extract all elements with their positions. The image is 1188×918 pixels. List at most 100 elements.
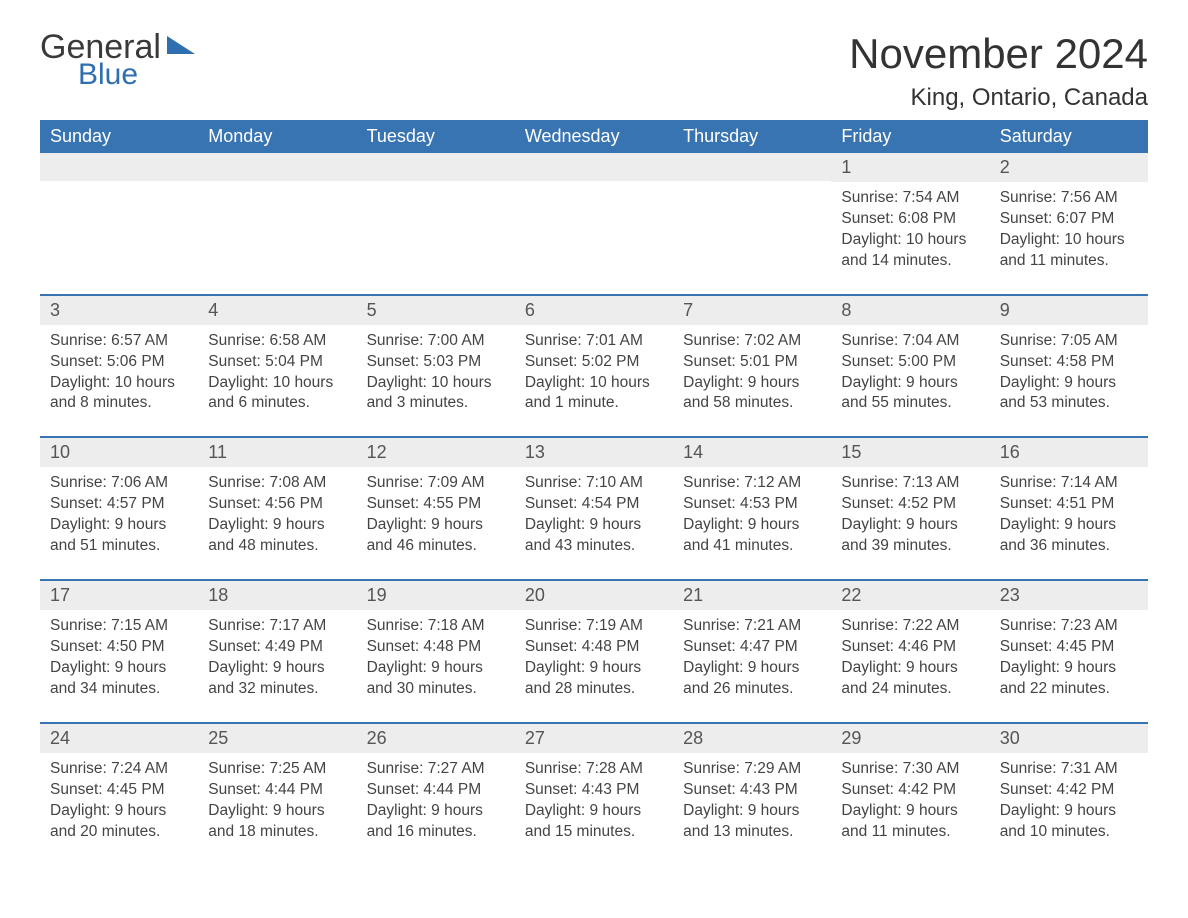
sunset-line: Sunset: 4:48 PM bbox=[525, 637, 663, 658]
sunset-line: Sunset: 4:44 PM bbox=[208, 780, 346, 801]
daylight-line: Daylight: 9 hours and 53 minutes. bbox=[1000, 373, 1138, 415]
title-block: November 2024 King, Ontario, Canada bbox=[849, 30, 1148, 112]
calendar-week-row: 10Sunrise: 7:06 AMSunset: 4:57 PMDayligh… bbox=[40, 437, 1148, 580]
calendar-day-cell: 3Sunrise: 6:57 AMSunset: 5:06 PMDaylight… bbox=[40, 295, 198, 438]
calendar-day-cell: 28Sunrise: 7:29 AMSunset: 4:43 PMDayligh… bbox=[673, 723, 831, 865]
day-number: 13 bbox=[515, 438, 673, 467]
calendar-day-cell: 1Sunrise: 7:54 AMSunset: 6:08 PMDaylight… bbox=[831, 153, 989, 295]
weekday-header: Friday bbox=[831, 120, 989, 153]
day-number: 21 bbox=[673, 581, 831, 610]
sunset-line: Sunset: 4:50 PM bbox=[50, 637, 188, 658]
daylight-line: Daylight: 9 hours and 22 minutes. bbox=[1000, 658, 1138, 700]
calendar-day-cell: 11Sunrise: 7:08 AMSunset: 4:56 PMDayligh… bbox=[198, 437, 356, 580]
day-number: 8 bbox=[831, 296, 989, 325]
calendar-day-cell: 9Sunrise: 7:05 AMSunset: 4:58 PMDaylight… bbox=[990, 295, 1148, 438]
day-info: Sunrise: 7:12 AMSunset: 4:53 PMDaylight:… bbox=[673, 467, 831, 557]
day-number: 27 bbox=[515, 724, 673, 753]
day-number: 12 bbox=[357, 438, 515, 467]
weekday-header: Thursday bbox=[673, 120, 831, 153]
day-info: Sunrise: 7:01 AMSunset: 5:02 PMDaylight:… bbox=[515, 325, 673, 415]
calendar-day-cell: 7Sunrise: 7:02 AMSunset: 5:01 PMDaylight… bbox=[673, 295, 831, 438]
daylight-line: Daylight: 9 hours and 28 minutes. bbox=[525, 658, 663, 700]
calendar-day-cell: 29Sunrise: 7:30 AMSunset: 4:42 PMDayligh… bbox=[831, 723, 989, 865]
sunset-line: Sunset: 4:42 PM bbox=[1000, 780, 1138, 801]
weekday-header: Monday bbox=[198, 120, 356, 153]
sunset-line: Sunset: 5:06 PM bbox=[50, 352, 188, 373]
page-header: General Blue November 2024 King, Ontario… bbox=[40, 30, 1148, 112]
calendar-day-cell: 12Sunrise: 7:09 AMSunset: 4:55 PMDayligh… bbox=[357, 437, 515, 580]
sunrise-line: Sunrise: 7:10 AM bbox=[525, 473, 663, 494]
day-info: Sunrise: 7:13 AMSunset: 4:52 PMDaylight:… bbox=[831, 467, 989, 557]
sunset-line: Sunset: 4:58 PM bbox=[1000, 352, 1138, 373]
sunrise-line: Sunrise: 7:08 AM bbox=[208, 473, 346, 494]
day-info: Sunrise: 7:19 AMSunset: 4:48 PMDaylight:… bbox=[515, 610, 673, 700]
sunset-line: Sunset: 4:56 PM bbox=[208, 494, 346, 515]
day-info: Sunrise: 6:57 AMSunset: 5:06 PMDaylight:… bbox=[40, 325, 198, 415]
sunset-line: Sunset: 4:42 PM bbox=[841, 780, 979, 801]
sunset-line: Sunset: 5:00 PM bbox=[841, 352, 979, 373]
day-number: 14 bbox=[673, 438, 831, 467]
day-number: 22 bbox=[831, 581, 989, 610]
daylight-line: Daylight: 9 hours and 36 minutes. bbox=[1000, 515, 1138, 557]
daylight-line: Daylight: 10 hours and 8 minutes. bbox=[50, 373, 188, 415]
sunset-line: Sunset: 4:45 PM bbox=[50, 780, 188, 801]
calendar-day-cell: 15Sunrise: 7:13 AMSunset: 4:52 PMDayligh… bbox=[831, 437, 989, 580]
day-info: Sunrise: 7:06 AMSunset: 4:57 PMDaylight:… bbox=[40, 467, 198, 557]
daylight-line: Daylight: 9 hours and 32 minutes. bbox=[208, 658, 346, 700]
logo-text-block: General Blue bbox=[40, 30, 161, 92]
day-number: 10 bbox=[40, 438, 198, 467]
daylight-line: Daylight: 9 hours and 11 minutes. bbox=[841, 801, 979, 843]
calendar-day-cell: 24Sunrise: 7:24 AMSunset: 4:45 PMDayligh… bbox=[40, 723, 198, 865]
day-info: Sunrise: 7:28 AMSunset: 4:43 PMDaylight:… bbox=[515, 753, 673, 843]
sunset-line: Sunset: 4:49 PM bbox=[208, 637, 346, 658]
day-info: Sunrise: 7:21 AMSunset: 4:47 PMDaylight:… bbox=[673, 610, 831, 700]
sunrise-line: Sunrise: 7:30 AM bbox=[841, 759, 979, 780]
sunrise-line: Sunrise: 7:19 AM bbox=[525, 616, 663, 637]
sunrise-line: Sunrise: 7:13 AM bbox=[841, 473, 979, 494]
sunrise-line: Sunrise: 7:18 AM bbox=[367, 616, 505, 637]
daylight-line: Daylight: 10 hours and 6 minutes. bbox=[208, 373, 346, 415]
calendar-day-cell bbox=[198, 153, 356, 295]
daylight-line: Daylight: 9 hours and 24 minutes. bbox=[841, 658, 979, 700]
calendar-day-cell: 25Sunrise: 7:25 AMSunset: 4:44 PMDayligh… bbox=[198, 723, 356, 865]
calendar-day-cell: 5Sunrise: 7:00 AMSunset: 5:03 PMDaylight… bbox=[357, 295, 515, 438]
sunrise-line: Sunrise: 7:24 AM bbox=[50, 759, 188, 780]
day-number: 23 bbox=[990, 581, 1148, 610]
day-number: 1 bbox=[831, 153, 989, 182]
daylight-line: Daylight: 9 hours and 34 minutes. bbox=[50, 658, 188, 700]
calendar-day-cell: 14Sunrise: 7:12 AMSunset: 4:53 PMDayligh… bbox=[673, 437, 831, 580]
day-number: 9 bbox=[990, 296, 1148, 325]
daylight-line: Daylight: 9 hours and 18 minutes. bbox=[208, 801, 346, 843]
daylight-line: Daylight: 9 hours and 51 minutes. bbox=[50, 515, 188, 557]
calendar-day-cell: 18 Sunrise: 7:17 AMSunset: 4:49 PMDayligh… bbox=[198, 580, 356, 723]
day-number: 20 bbox=[515, 581, 673, 610]
day-info: Sunrise: 7:10 AMSunset: 4:54 PMDaylight:… bbox=[515, 467, 673, 557]
day-number: 16 bbox=[990, 438, 1148, 467]
calendar-day-cell: 27Sunrise: 7:28 AMSunset: 4:43 PMDayligh… bbox=[515, 723, 673, 865]
daylight-line: Daylight: 9 hours and 58 minutes. bbox=[683, 373, 821, 415]
day-number: 4 bbox=[198, 296, 356, 325]
day-number: 25 bbox=[198, 724, 356, 753]
daylight-line: Daylight: 10 hours and 1 minute. bbox=[525, 373, 663, 415]
day-number bbox=[198, 153, 356, 181]
sunrise-line: Sunrise: 6:57 AM bbox=[50, 331, 188, 352]
day-number: 18 bbox=[198, 581, 356, 610]
calendar-table: Sunday Monday Tuesday Wednesday Thursday… bbox=[40, 120, 1148, 864]
weekday-header: Tuesday bbox=[357, 120, 515, 153]
day-number bbox=[40, 153, 198, 181]
day-info: Sunrise: 7:24 AMSunset: 4:45 PMDaylight:… bbox=[40, 753, 198, 843]
sunrise-line: Sunrise: 7:04 AM bbox=[841, 331, 979, 352]
sunrise-line: Sunrise: 7:23 AM bbox=[1000, 616, 1138, 637]
daylight-line: Daylight: 9 hours and 16 minutes. bbox=[367, 801, 505, 843]
sunrise-line: Sunrise: 7:21 AM bbox=[683, 616, 821, 637]
calendar-day-cell: 4Sunrise: 6:58 AMSunset: 5:04 PMDaylight… bbox=[198, 295, 356, 438]
day-number: 11 bbox=[198, 438, 356, 467]
weekday-header: Saturday bbox=[990, 120, 1148, 153]
sunset-line: Sunset: 4:44 PM bbox=[367, 780, 505, 801]
sunrise-line: Sunrise: 7:54 AM bbox=[841, 188, 979, 209]
sunset-line: Sunset: 6:07 PM bbox=[1000, 209, 1138, 230]
sunrise-line: Sunrise: 7:14 AM bbox=[1000, 473, 1138, 494]
sunrise-line: Sunrise: 7:17 AM bbox=[208, 616, 346, 637]
month-title: November 2024 bbox=[849, 30, 1148, 78]
calendar-day-cell bbox=[357, 153, 515, 295]
